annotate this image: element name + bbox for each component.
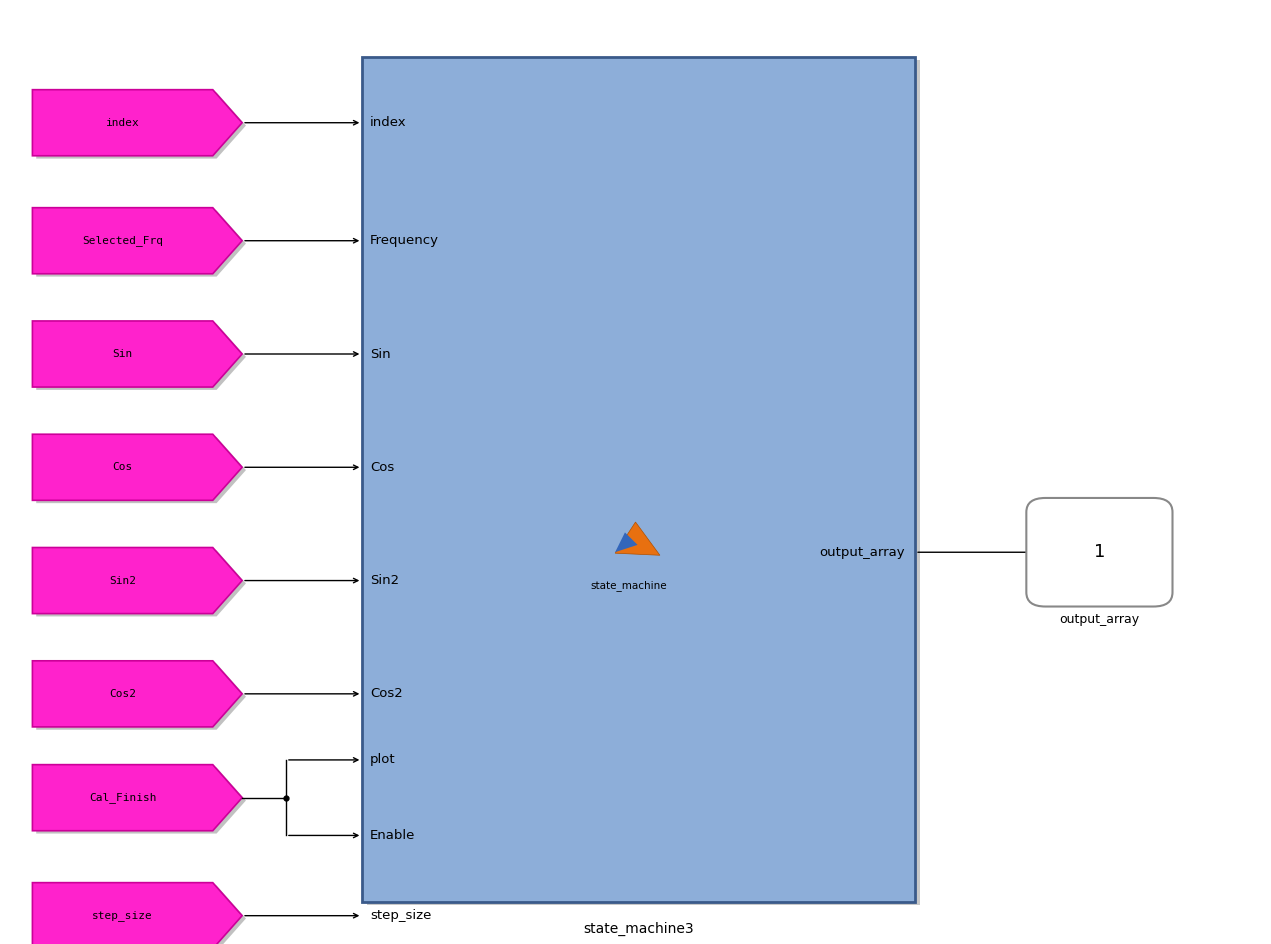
Text: step_size: step_size <box>370 909 431 922</box>
Text: output_array: output_array <box>1059 614 1140 626</box>
Text: Selected_Frq: Selected_Frq <box>83 235 163 246</box>
Text: state_machine3: state_machine3 <box>583 922 694 936</box>
Polygon shape <box>32 548 241 614</box>
Text: Sin: Sin <box>112 349 132 359</box>
FancyBboxPatch shape <box>1027 498 1172 607</box>
Text: Sin2: Sin2 <box>370 574 399 587</box>
Polygon shape <box>36 767 247 834</box>
Text: Sin2: Sin2 <box>109 576 136 585</box>
Polygon shape <box>36 324 247 390</box>
Polygon shape <box>615 532 638 552</box>
Polygon shape <box>32 765 241 831</box>
Polygon shape <box>36 550 247 616</box>
Polygon shape <box>32 661 241 727</box>
Polygon shape <box>36 885 247 944</box>
FancyBboxPatch shape <box>362 57 915 902</box>
Text: Cal_Finish: Cal_Finish <box>89 792 156 803</box>
Text: index: index <box>370 116 407 129</box>
Polygon shape <box>32 321 241 387</box>
Text: step_size: step_size <box>93 910 153 921</box>
Polygon shape <box>36 93 247 159</box>
Polygon shape <box>615 522 660 555</box>
Polygon shape <box>36 437 247 503</box>
Text: Frequency: Frequency <box>370 234 438 247</box>
Text: Cos2: Cos2 <box>109 689 136 699</box>
Text: output_array: output_array <box>820 546 905 559</box>
Text: index: index <box>105 118 140 127</box>
Text: 1: 1 <box>1094 543 1104 562</box>
Text: Enable: Enable <box>370 829 416 842</box>
Text: plot: plot <box>370 753 395 767</box>
Polygon shape <box>32 434 241 500</box>
FancyBboxPatch shape <box>367 60 920 905</box>
Text: Cos: Cos <box>370 461 394 474</box>
Text: Cos: Cos <box>112 463 132 472</box>
Polygon shape <box>36 211 247 277</box>
Polygon shape <box>36 664 247 730</box>
Polygon shape <box>32 883 241 944</box>
Text: state_machine: state_machine <box>591 581 667 592</box>
Polygon shape <box>32 208 241 274</box>
Polygon shape <box>32 90 241 156</box>
Text: Cos2: Cos2 <box>370 687 403 700</box>
Text: Sin: Sin <box>370 347 390 361</box>
